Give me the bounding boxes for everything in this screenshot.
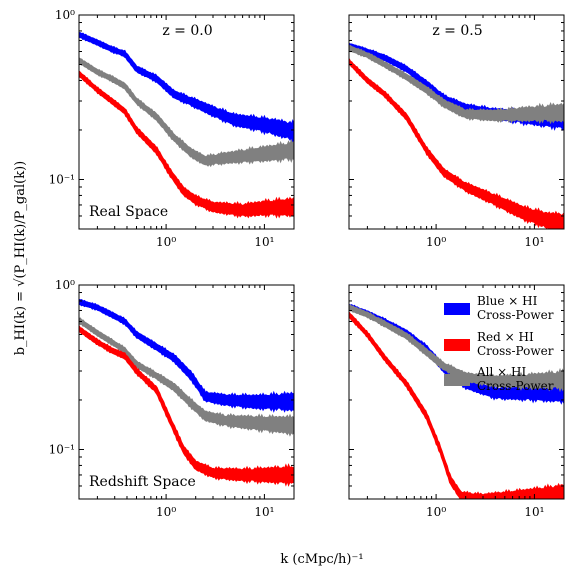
y-tick-label: 10⁰	[55, 278, 75, 292]
series-band-red	[349, 58, 564, 229]
series-band-blue	[79, 32, 294, 144]
legend-label-blue-line2: Cross-Power	[477, 308, 554, 322]
x-tick-label: 10⁰	[156, 505, 176, 519]
x-tick-label: 10¹	[524, 235, 544, 249]
axes-frame	[78, 14, 295, 230]
axes-frame	[348, 14, 565, 230]
panel-note: Redshift Space	[89, 474, 196, 490]
legend-label-red-line2: Cross-Power	[477, 344, 554, 358]
x-tick-label: 10¹	[254, 505, 274, 519]
axes-frame	[78, 284, 295, 500]
ticks	[349, 284, 565, 500]
legend-label-blue-line1: Blue × HI	[477, 294, 538, 308]
series-band-gray	[349, 44, 564, 125]
series-band-gray	[349, 304, 564, 393]
panel-4: 10⁰ 10¹	[348, 284, 565, 519]
legend-swatch-gray	[444, 374, 470, 386]
panels: 10⁰ 10¹ 10⁰ 10⁻¹ z = 0.0 Real Space 10⁰ 10¹ z = …	[49, 8, 565, 519]
series-band-blue	[79, 298, 294, 413]
legend-entry-red: Red × HI Cross-Power	[444, 330, 554, 358]
axes-frame	[348, 284, 565, 500]
legend-label-gray-line2: Cross-Power	[477, 379, 554, 393]
y-tick-label: 10⁻¹	[49, 172, 75, 186]
panel-2: 10⁰ 10¹ z = 0.5	[348, 14, 565, 249]
legend-swatch-blue	[444, 303, 470, 315]
series-group	[349, 42, 564, 229]
panel-1: 10⁰ 10¹ 10⁰ 10⁻¹ z = 0.0 Real Space	[49, 8, 295, 249]
x-tick-label: 10¹	[524, 505, 544, 519]
x-tick-label: 10⁰	[426, 505, 446, 519]
legend-label-gray-line1: All × HI	[476, 365, 526, 379]
ticks	[79, 284, 295, 500]
panel-title: z = 0.0	[162, 23, 212, 39]
ticks	[349, 14, 565, 230]
y-tick-label: 10⁻¹	[49, 442, 75, 456]
series-band-red	[79, 70, 294, 219]
x-axis-label: k (cMpc/h)⁻¹	[280, 552, 363, 567]
series-band-gray	[79, 57, 294, 168]
series-group	[79, 298, 294, 487]
panel-3: 10⁰ 10¹ 10⁰ 10⁻¹ Redshift Space	[49, 278, 295, 519]
series-band-blue	[349, 42, 564, 131]
y-axis-label: b_HI(k) = √(P_HI(k)/P_gal(k))	[13, 161, 28, 356]
legend-swatch-red	[444, 339, 470, 351]
panel-note: Real Space	[89, 204, 168, 220]
ticks	[79, 14, 295, 230]
legend: Blue × HI Cross-Power Red × HI Cross-Pow…	[444, 294, 554, 393]
x-tick-label: 10⁰	[156, 235, 176, 249]
series-band-red	[349, 310, 564, 499]
legend-entry-gray: All × HI Cross-Power	[444, 365, 554, 393]
legend-label-red-line1: Red × HI	[477, 330, 534, 344]
y-tick-label: 10⁰	[55, 8, 75, 22]
series-group	[349, 303, 564, 499]
x-tick-label: 10⁰	[426, 235, 446, 249]
x-tick-label: 10¹	[254, 235, 274, 249]
series-group	[79, 32, 294, 219]
series-band-gray	[79, 317, 294, 437]
panel-title: z = 0.5	[432, 23, 482, 39]
series-band-red	[79, 324, 294, 487]
legend-entry-blue: Blue × HI Cross-Power	[444, 294, 554, 322]
